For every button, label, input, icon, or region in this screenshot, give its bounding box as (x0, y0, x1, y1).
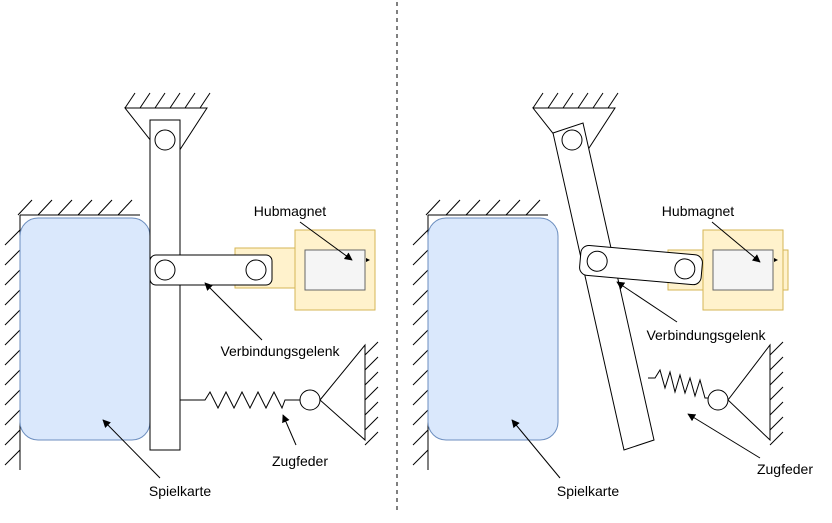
right-link (579, 244, 703, 286)
right-gelenk-arrow (616, 281, 678, 323)
left-spielkarte-arrow (102, 419, 161, 479)
right-link-joint-2 (674, 258, 696, 280)
left-gelenk-arrow (204, 282, 263, 341)
left-hubmagnet-arrow (299, 221, 353, 261)
right-label-verbindungsgelenk: Verbindungsgelenk (646, 327, 766, 343)
right-spring-mount (727, 341, 784, 446)
right-card (427, 217, 559, 441)
right-link-joint-1 (586, 250, 608, 272)
left-link-joint-1 (154, 259, 176, 281)
right-zugfeder-arrow (687, 413, 761, 459)
left-label-spielkarte: Spielkarte (149, 483, 211, 499)
left-label-zugfeder: Zugfeder (272, 453, 328, 469)
right-lever-pivot (561, 129, 583, 151)
left-card (19, 217, 151, 441)
right-lever (552, 122, 655, 451)
right-spring (648, 368, 708, 399)
left-spring-mount (319, 341, 379, 446)
left-spring (180, 390, 300, 410)
left-zugfeder-arrow (282, 414, 297, 446)
right-spring-pivot (707, 389, 729, 411)
right-panel: Hubmagnet Verbindungsgelenk Zugfeder Spi… (412, 92, 813, 499)
left-spring-pivot (299, 389, 321, 411)
left-link-joint-2 (245, 259, 267, 281)
left-label-hubmagnet: Hubmagnet (254, 203, 326, 219)
left-wall-hatching (4, 199, 140, 470)
right-label-spielkarte: Spielkarte (557, 483, 619, 499)
right-label-hubmagnet: Hubmagnet (662, 203, 734, 219)
right-label-zugfeder: Zugfeder (757, 461, 813, 477)
right-spielkarte-arrow (511, 419, 561, 479)
left-panel: Hubmagnet Verbindungsgelenk Zugfeder Spi… (4, 92, 379, 499)
left-lever-pivot (154, 129, 176, 151)
right-hubmagnet-arrow (711, 221, 761, 263)
left-label-verbindungsgelenk: Verbindungsgelenk (220, 343, 340, 359)
